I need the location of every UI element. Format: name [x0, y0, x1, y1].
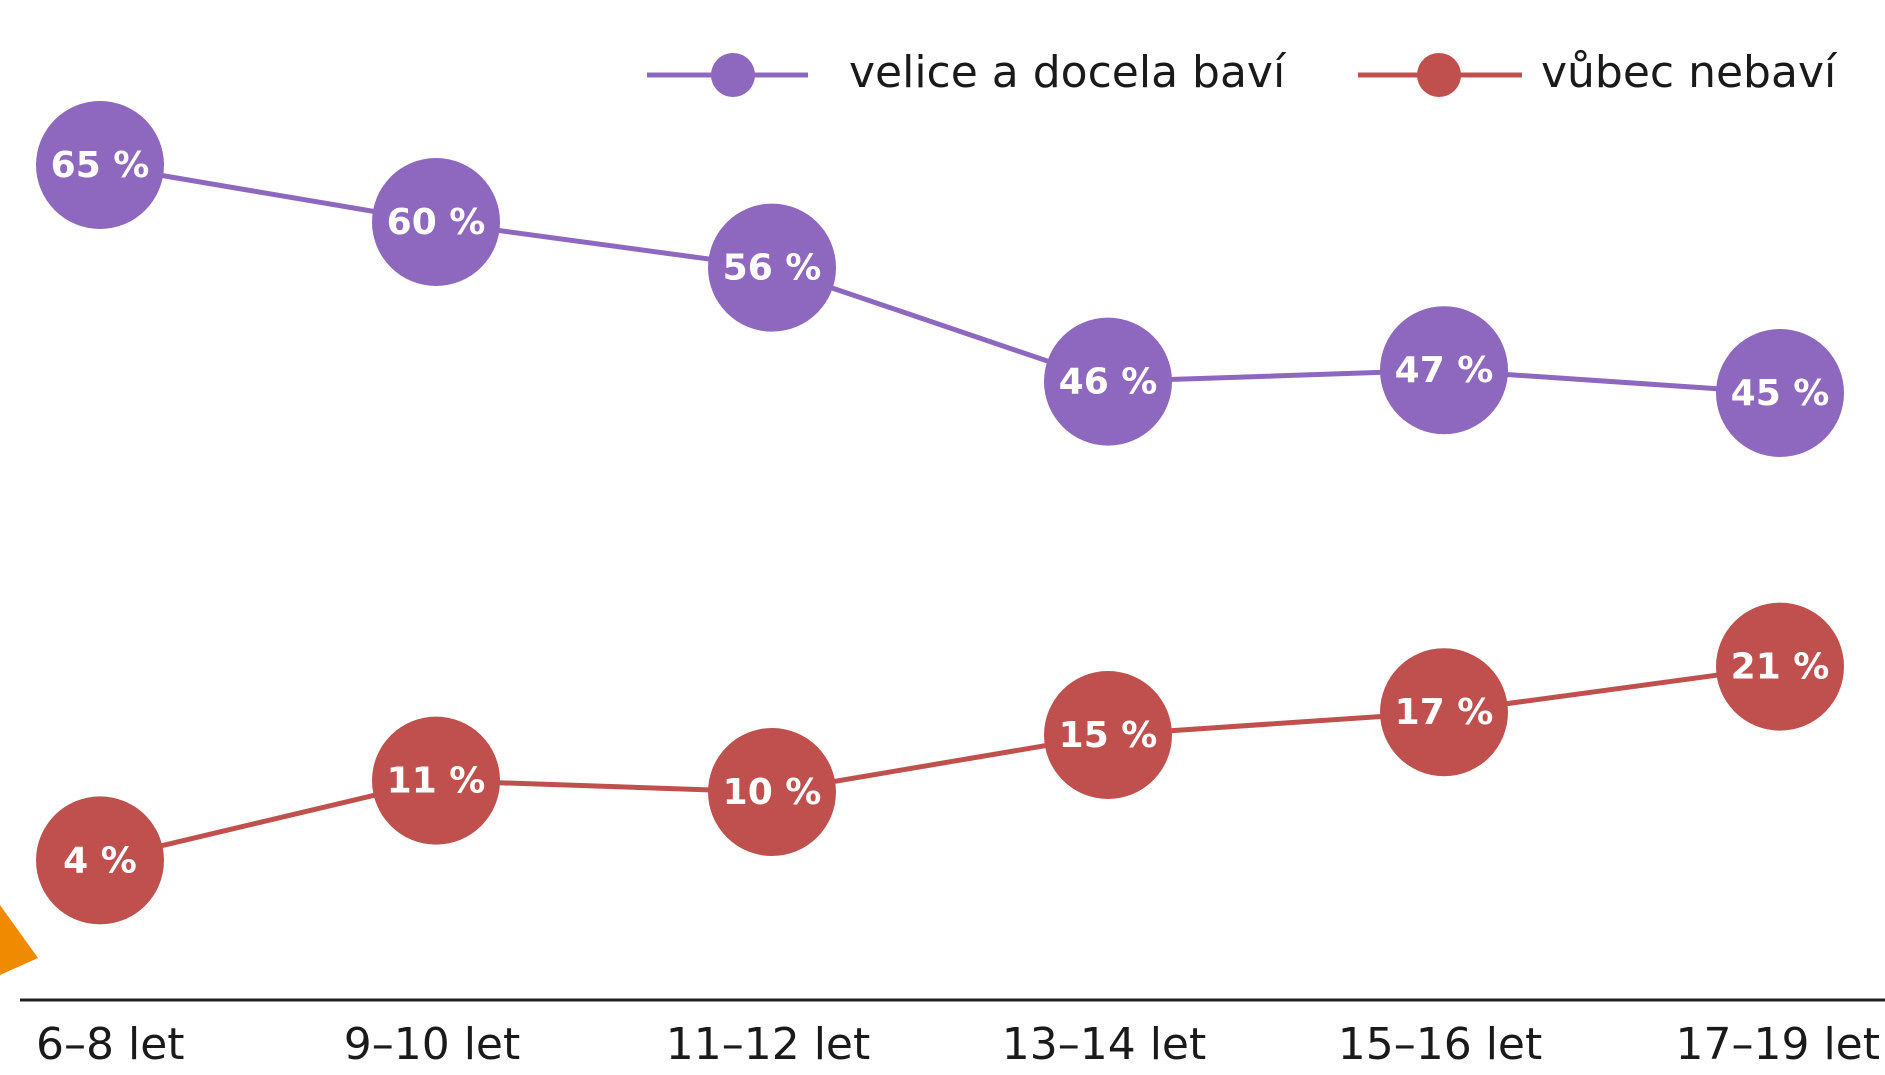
data-point [1044, 671, 1172, 799]
x-tick-label: 9–10 let [344, 1019, 521, 1070]
data-label: 65 % [51, 145, 150, 186]
data-label: 4 % [63, 840, 137, 881]
data-point [1716, 602, 1844, 731]
decoration [0, 905, 38, 975]
data-point [372, 716, 500, 845]
data-label: 10 % [723, 772, 822, 813]
data-label: 45 % [1731, 373, 1830, 414]
x-tick-label: 11–12 let [666, 1019, 871, 1070]
x-tick-label: 15–16 let [1338, 1019, 1543, 1070]
data-point [708, 203, 836, 332]
legend-label: velice a docela baví [849, 47, 1287, 98]
legend-label: vůbec nebaví [1541, 47, 1838, 98]
legend-marker [1417, 53, 1461, 97]
legend-marker [711, 53, 755, 97]
data-point [1380, 306, 1508, 435]
data-point [708, 728, 836, 856]
series-line [99, 664, 1781, 863]
data-point [36, 101, 164, 229]
data-point [36, 796, 164, 925]
x-tick-label: 6–8 let [36, 1019, 185, 1070]
data-point [1044, 317, 1172, 446]
data-point [1380, 648, 1508, 777]
series-line [99, 162, 1781, 396]
x-tick-label: 17–19 let [1675, 1019, 1880, 1070]
data-label: 17 % [1395, 692, 1494, 733]
data-point [372, 158, 500, 286]
data-label: 15 % [1059, 715, 1158, 756]
data-label: 46 % [1059, 362, 1158, 403]
x-tick-label: 13–14 let [1002, 1019, 1207, 1070]
data-label: 47 % [1395, 350, 1494, 391]
data-label: 60 % [387, 202, 486, 243]
data-point [1716, 329, 1844, 457]
data-label: 11 % [387, 761, 486, 802]
data-label: 56 % [723, 248, 822, 289]
data-label: 21 % [1731, 647, 1830, 688]
